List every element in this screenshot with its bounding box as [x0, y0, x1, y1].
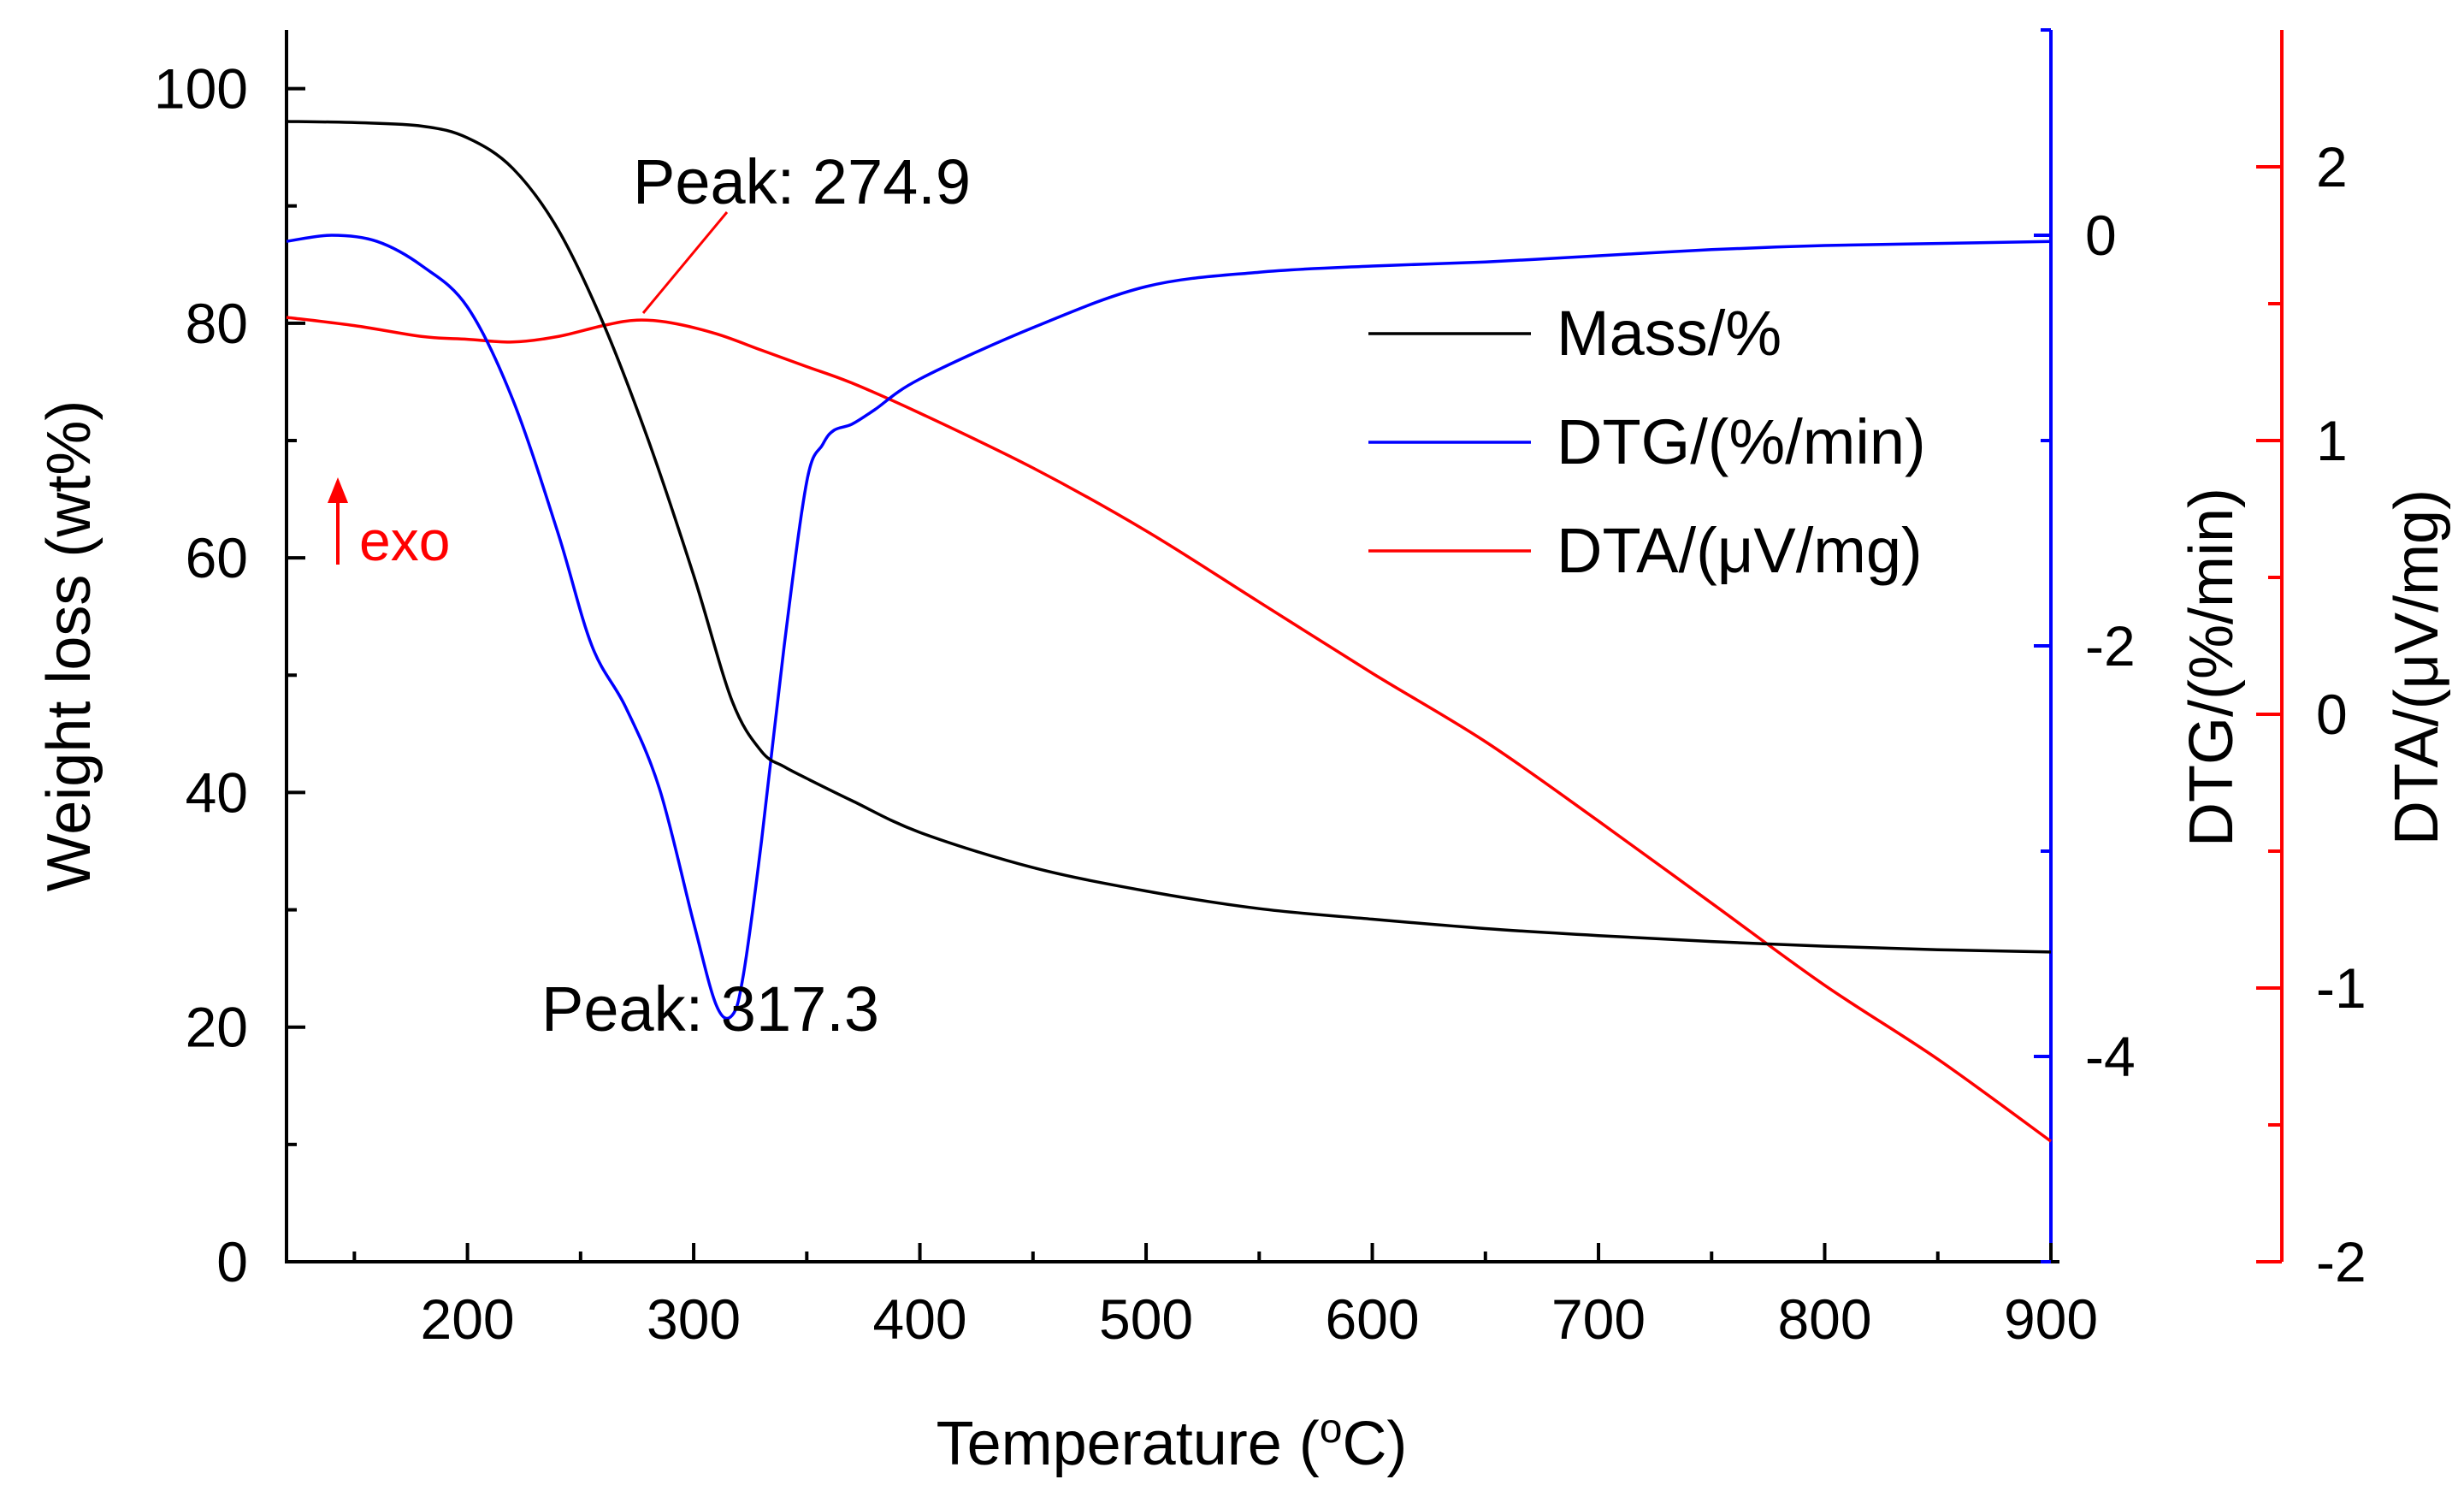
y-left-ticks: 0 20 40 60 80 100 [154, 57, 305, 1293]
mass-curve [286, 120, 2052, 954]
y-dta-tick-label: 2 [2316, 135, 2348, 198]
y-dtg-ticks: -4 -2 0 [2034, 28, 2136, 1263]
x-tick-label: 700 [1551, 1287, 1646, 1351]
dta-curve [286, 316, 2053, 1143]
y-dtg-tick-label: 0 [2085, 204, 2117, 267]
legend: Mass/% DTG/(%/min) DTA/(μV/mg) [1368, 298, 1926, 586]
x-tick-label: 500 [1099, 1287, 1193, 1351]
y-left-tick-label: 0 [216, 1230, 248, 1293]
peak-274-label: Peak: 274.9 [633, 146, 971, 217]
y-dta-ticks: -2 -1 0 1 2 [2256, 135, 2367, 1293]
y-dtg-tick-label: -2 [2085, 614, 2136, 678]
exo-arrow-head [328, 477, 348, 503]
y-left-tick-label: 40 [186, 760, 248, 824]
x-ticks: 200 300 400 500 600 700 800 900 [352, 1243, 2098, 1351]
legend-dta-label: DTA/(μV/mg) [1557, 515, 1923, 586]
y-left-axis-title: Weight loss (wt%) [35, 400, 103, 892]
exo-label: exo [359, 509, 450, 572]
y-dta-tick-label: -2 [2316, 1230, 2367, 1293]
x-tick-label: 400 [873, 1287, 967, 1351]
legend-mass-label: Mass/% [1557, 298, 1782, 369]
y-left-tick-label: 20 [186, 996, 248, 1059]
y-dta-axis-title: DTA/(μV/mg) [2383, 489, 2451, 845]
x-tick-label: 800 [1777, 1287, 1871, 1351]
y-dta-tick-label: -1 [2316, 956, 2367, 1020]
x-axis-title-main: Temperature ( [937, 1410, 1320, 1478]
y-left-tick-label: 100 [154, 57, 248, 121]
y-dta-tick-label: 1 [2316, 409, 2348, 472]
x-tick-label: 900 [2004, 1287, 2098, 1351]
x-axis-title: Temperature (oC) [937, 1406, 1408, 1478]
dtg-curve [286, 234, 2052, 1021]
x-tick-label: 600 [1325, 1287, 1419, 1351]
peak-274-leader [641, 211, 729, 314]
x-axis-title-sup: o [1320, 1406, 1343, 1452]
x-tick-label: 200 [421, 1287, 515, 1351]
y-dta-tick-label: 0 [2316, 683, 2348, 746]
x-tick-label: 300 [647, 1287, 741, 1351]
legend-dtg-label: DTG/(%/min) [1557, 406, 1926, 477]
y-left-tick-label: 60 [186, 526, 248, 589]
y-left-tick-label: 80 [186, 292, 248, 355]
y-dtg-tick-label: -4 [2085, 1025, 2136, 1088]
peak-317-label: Peak: 317.3 [541, 973, 879, 1044]
y-dtg-axis-title: DTG/(%/min) [2177, 488, 2246, 847]
x-axis-title-end: C) [1342, 1410, 1407, 1478]
